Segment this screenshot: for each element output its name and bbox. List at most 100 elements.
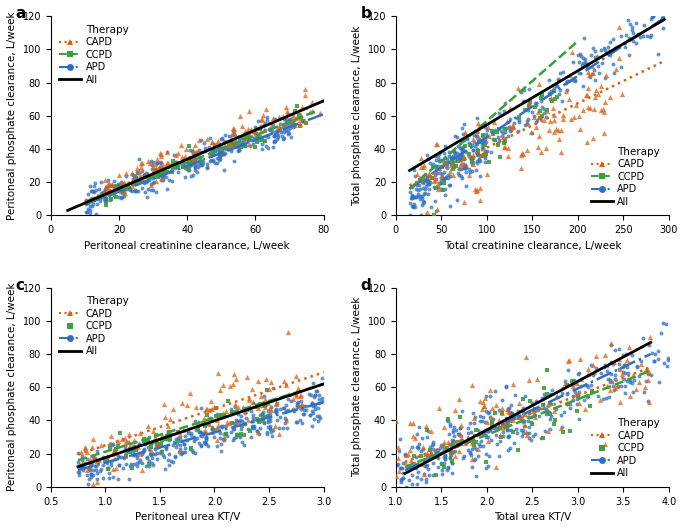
Point [416,452,427,461]
Point [215,141,226,150]
Point [152,440,163,449]
Point [229,424,240,433]
Point [473,147,484,155]
Point [557,428,568,436]
Point [242,131,253,140]
Point [503,446,514,454]
Point [206,397,216,405]
Point [150,165,161,174]
Point [248,398,259,406]
Point [127,177,138,185]
Point [229,132,240,140]
Point [476,151,487,160]
Point [304,411,315,419]
Point [427,459,438,467]
Point [215,440,226,448]
Point [73,468,84,477]
Point [293,402,304,410]
Point [480,130,491,138]
Point [164,450,175,459]
Point [142,193,153,202]
Point [179,161,190,170]
Point [533,143,544,151]
Point [231,433,242,442]
Point [445,454,456,463]
Point [549,84,560,92]
Point [195,152,206,161]
Point [231,140,242,148]
Point [237,133,248,142]
Point [105,444,116,452]
Point [101,200,112,209]
Point [190,426,201,434]
Point [504,417,515,425]
Point [195,442,206,450]
Point [445,445,456,454]
Point [286,115,297,123]
Point [430,140,441,148]
Point [425,445,436,454]
Point [314,399,325,407]
Point [430,184,441,193]
Point [216,146,227,154]
Point [601,394,612,403]
Point [569,112,580,121]
Point [224,140,235,148]
Point [227,143,238,152]
Point [590,352,601,360]
Point [208,433,219,441]
Point [613,360,624,369]
Point [620,389,631,397]
Point [190,162,201,171]
Point [114,461,125,469]
Point [442,415,453,424]
Point [262,116,273,124]
Point [195,427,206,436]
Point [251,427,262,435]
Point [84,485,95,494]
Point [417,194,428,202]
Point [456,435,466,444]
Point [178,158,189,167]
Point [541,389,552,398]
Point [251,124,262,133]
Point [473,138,484,146]
Point [499,418,510,426]
Point [567,377,578,386]
Point [103,473,114,482]
Point [291,372,302,380]
Point [512,429,523,437]
Point [591,52,602,60]
Point [157,172,168,181]
Point [240,409,251,417]
Point [486,417,497,426]
Point [282,424,292,433]
Point [512,126,523,135]
Point [617,363,628,371]
Point [129,186,140,195]
Point [612,42,623,51]
Point [438,157,449,165]
Point [420,189,431,197]
Point [212,410,223,418]
Point [452,133,463,142]
Point [535,113,546,121]
Point [162,163,173,171]
Point [434,156,445,164]
Point [466,158,477,166]
Point [482,427,493,435]
Point [227,379,238,388]
Point [159,400,170,408]
Point [139,171,150,179]
Point [236,422,247,430]
Point [608,381,619,390]
Point [459,160,470,168]
Point [183,429,194,437]
Point [218,422,229,430]
Point [507,122,518,131]
Point [551,405,562,413]
Point [84,455,95,463]
Point [549,128,560,136]
Point [182,156,192,165]
Point [479,152,490,160]
